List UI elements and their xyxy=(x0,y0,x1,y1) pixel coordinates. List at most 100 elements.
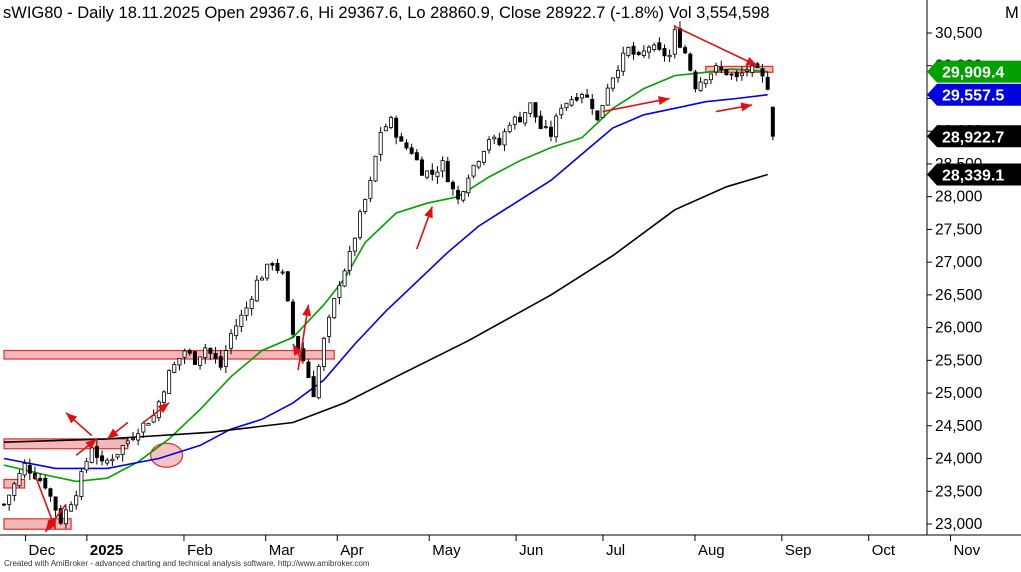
candle-body-120 xyxy=(621,52,626,72)
candle-body-148 xyxy=(765,76,770,90)
candle-body-52 xyxy=(270,263,275,266)
candle-body-59 xyxy=(306,361,311,379)
candle-body-73 xyxy=(378,132,383,155)
y-tick-label-13: 24,000 xyxy=(935,451,983,468)
y-tick-label-6: 27,500 xyxy=(935,221,983,238)
candle-body-137 xyxy=(708,73,713,81)
candle-body-48 xyxy=(249,298,254,309)
blue-ma-value-tag-box xyxy=(927,83,1021,106)
moving-average-line-2 xyxy=(3,173,768,443)
candle-body-136 xyxy=(703,79,708,84)
candle-body-24 xyxy=(125,440,130,445)
candle-body-9 xyxy=(48,488,53,497)
candle-body-12 xyxy=(63,509,68,525)
candle-body-83 xyxy=(430,169,435,175)
candle-body-32 xyxy=(167,370,172,394)
candle-body-49 xyxy=(254,279,259,302)
annotation-arrow-head-11 xyxy=(740,102,753,112)
candle-body-38 xyxy=(198,356,203,366)
annotation-arrow-head-8 xyxy=(424,206,433,219)
candle-body-93 xyxy=(481,150,486,163)
candle-body-140 xyxy=(724,69,729,76)
x-month-label-1: 2025 xyxy=(90,542,123,559)
candle-body-61 xyxy=(316,366,321,399)
candle-body-56 xyxy=(290,301,295,335)
candle-body-105 xyxy=(543,126,548,129)
last-close-value-tag-label: 28,922.7 xyxy=(942,129,1004,146)
annotation-arrow-head-4 xyxy=(107,428,119,439)
annotation-arrow-head-10 xyxy=(657,96,670,105)
x-month-label-7: Jul xyxy=(606,542,625,559)
candle-body-92 xyxy=(476,161,481,168)
candle-body-23 xyxy=(120,445,125,455)
candle-body-147 xyxy=(760,68,765,77)
candle-body-127 xyxy=(657,42,662,50)
candle-body-28 xyxy=(146,423,151,426)
candle-body-121 xyxy=(626,46,631,56)
candle-body-72 xyxy=(373,155,378,182)
candle-body-31 xyxy=(161,391,166,403)
candle-body-43 xyxy=(223,350,228,367)
candle-body-119 xyxy=(616,69,621,79)
candle-body-29 xyxy=(151,415,156,423)
candle-body-99 xyxy=(512,116,517,125)
candle-body-85 xyxy=(440,160,445,172)
resistance-zone-3 xyxy=(3,518,72,530)
candle-body-15 xyxy=(79,471,84,497)
candle-body-135 xyxy=(698,81,703,92)
annotation-layer xyxy=(34,25,758,533)
candle-body-67 xyxy=(347,251,352,271)
x-month-label-3: Mar xyxy=(269,542,295,559)
candle-body-26 xyxy=(136,433,141,441)
candle-body-17 xyxy=(89,447,94,463)
green-ma-value-tag-box xyxy=(927,60,1021,83)
moving-average-line-0 xyxy=(3,68,768,483)
candle-body-71 xyxy=(368,179,373,199)
annotation-arrow-head-1 xyxy=(45,520,56,532)
candle-body-76 xyxy=(394,117,399,138)
candle-body-79 xyxy=(409,147,414,154)
candle-body-46 xyxy=(239,314,244,327)
credit-text: Created with AmiBroker - advanced charti… xyxy=(4,559,370,568)
candle-body-123 xyxy=(636,52,641,55)
candle-body-110 xyxy=(569,99,574,106)
y-tick-label-8: 26,500 xyxy=(935,287,983,304)
candle-body-102 xyxy=(528,102,533,114)
blue-ma-value-tag-label: 29,557.5 xyxy=(942,88,1004,105)
candle-body-last xyxy=(770,106,775,137)
candle-body-35 xyxy=(182,350,187,358)
candle-body-84 xyxy=(435,171,440,178)
candle-body-94 xyxy=(487,139,492,151)
candle-body-113 xyxy=(585,94,590,98)
annotation-arrow-head-7 xyxy=(302,304,312,317)
candle-body-25 xyxy=(130,438,135,441)
candle-body-44 xyxy=(229,333,234,349)
candle-body-132 xyxy=(683,47,688,54)
candle-body-69 xyxy=(358,211,363,239)
candle-body-90 xyxy=(466,177,471,194)
candle-body-74 xyxy=(383,126,388,132)
candle-body-13 xyxy=(69,504,74,512)
candle-body-34 xyxy=(177,357,182,366)
candle-body-60 xyxy=(311,376,316,398)
candle-body-63 xyxy=(327,316,332,337)
candle-body-22 xyxy=(115,453,120,458)
candle-body-39 xyxy=(203,347,208,358)
candle-body-18 xyxy=(94,446,99,458)
candle-body-139 xyxy=(719,66,724,70)
candle-body-141 xyxy=(729,73,734,76)
candle-body-66 xyxy=(342,270,347,287)
candle-body-53 xyxy=(275,262,280,271)
x-month-label-11: Nov xyxy=(953,542,980,559)
green-ma-value-tag-label: 29,909.4 xyxy=(942,65,1004,82)
x-month-label-0: Dec xyxy=(29,542,56,559)
x-month-label-4: Apr xyxy=(340,542,363,559)
candle-body-109 xyxy=(564,102,569,109)
candle-body-142 xyxy=(734,72,739,78)
candle-body-128 xyxy=(662,48,667,57)
candle-body-47 xyxy=(244,307,249,316)
y-tick-label-9: 26,000 xyxy=(935,320,983,337)
candle-body-20 xyxy=(105,459,110,464)
candle-body-64 xyxy=(332,298,337,319)
